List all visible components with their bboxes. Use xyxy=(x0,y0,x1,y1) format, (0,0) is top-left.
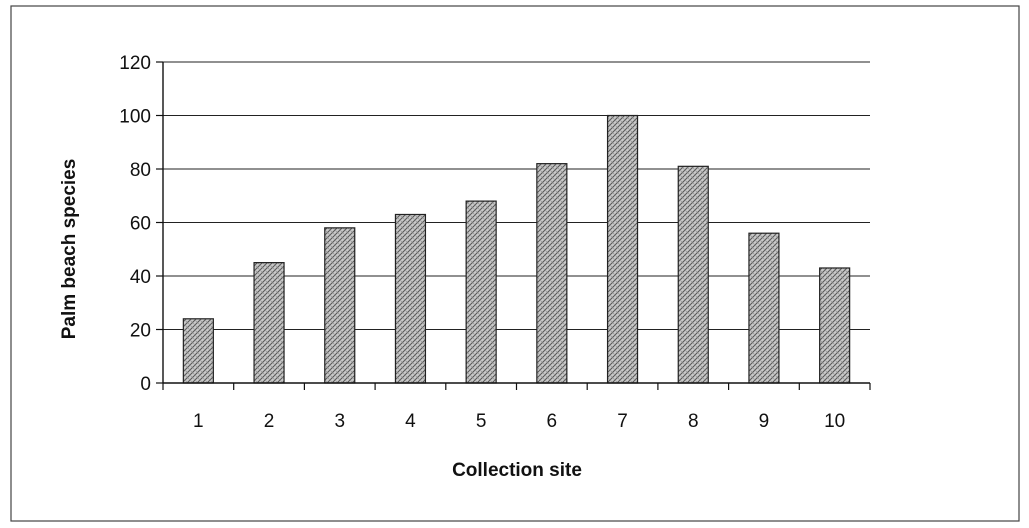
y-tick-label: 60 xyxy=(130,214,151,235)
x-tick-label: 2 xyxy=(264,411,275,432)
bar-site-4 xyxy=(394,213,427,384)
bar-site-3 xyxy=(324,227,356,384)
bar-site-6 xyxy=(536,163,568,384)
bar-site-10 xyxy=(819,267,851,384)
bar-site-8 xyxy=(677,165,709,384)
bar-site-7 xyxy=(606,114,639,384)
bar-site-9 xyxy=(748,232,780,384)
x-tick-label: 6 xyxy=(547,411,558,432)
chart-frame xyxy=(10,5,1020,522)
x-tick-label: 4 xyxy=(405,411,416,432)
x-tick-label: 3 xyxy=(334,411,345,432)
bar-site-5 xyxy=(465,200,497,384)
bar-site-2 xyxy=(253,262,285,384)
y-tick-label: 0 xyxy=(140,374,151,395)
y-axis-title: Palm beach species xyxy=(59,159,80,340)
bar-site-1 xyxy=(182,318,214,384)
y-tick-label: 80 xyxy=(130,160,151,181)
y-tick-label: 20 xyxy=(130,321,151,342)
y-tick-label: 40 xyxy=(130,267,151,288)
axes xyxy=(156,61,871,390)
y-tick-label: 100 xyxy=(119,107,151,128)
bars xyxy=(182,114,851,384)
x-tick-label: 8 xyxy=(688,411,699,432)
x-tick-label: 9 xyxy=(759,411,770,432)
y-tick-label: 120 xyxy=(119,53,151,74)
x-tick-label: 10 xyxy=(824,411,845,432)
tick-labels: 0 20 40 60 80 100 120 1 2 3 4 5 6 7 8 9 10 xyxy=(119,53,845,432)
x-axis-title: Collection site xyxy=(452,460,582,481)
x-tick-label: 7 xyxy=(617,411,628,432)
x-tick-label: 5 xyxy=(476,411,487,432)
x-tick-label: 1 xyxy=(193,411,204,432)
